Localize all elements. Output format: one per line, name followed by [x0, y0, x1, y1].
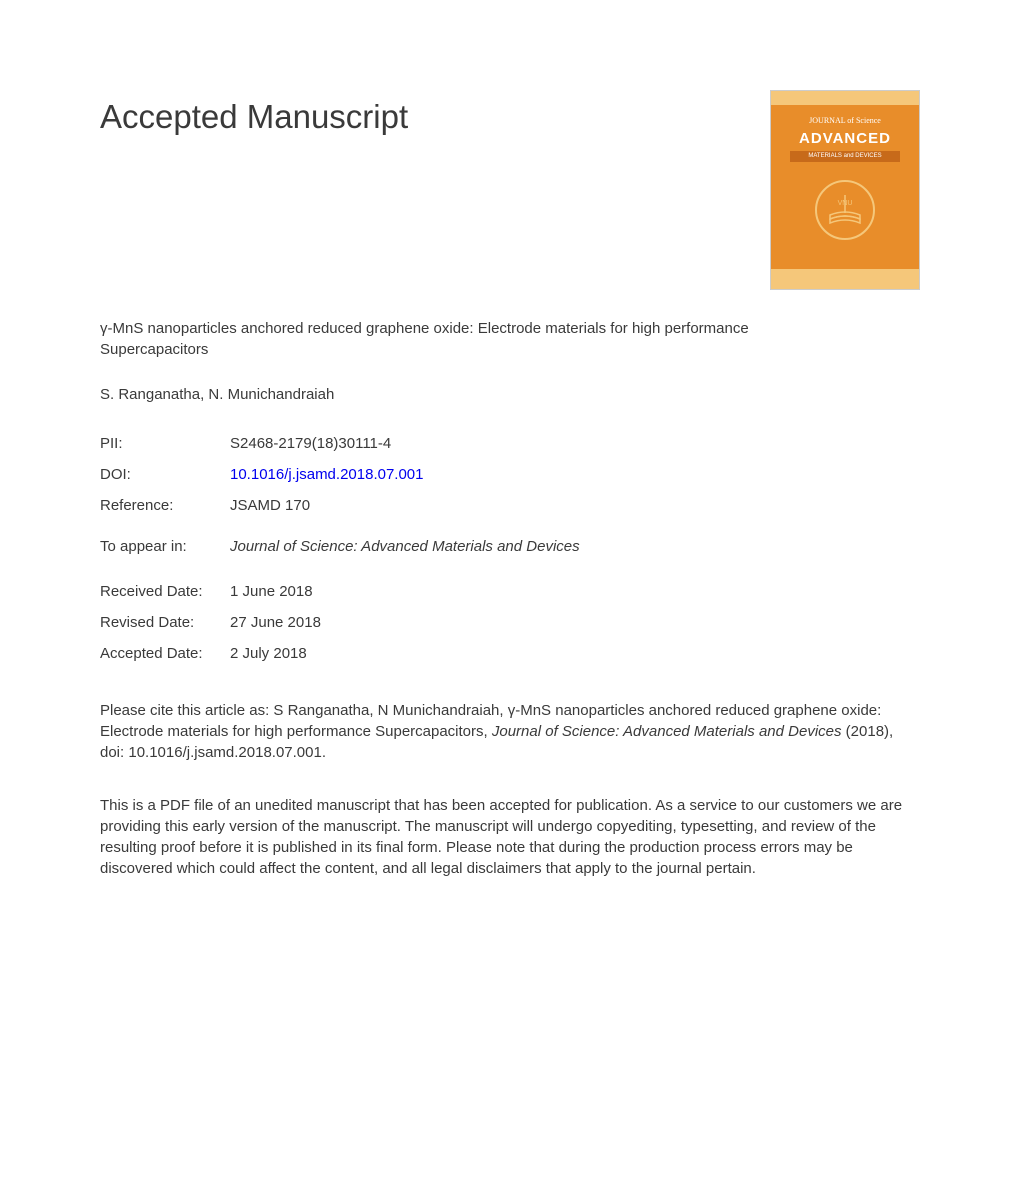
- pii-label: PII:: [100, 433, 230, 454]
- doi-row: DOI: 10.1016/j.jsamd.2018.07.001: [100, 464, 920, 485]
- page-title: Accepted Manuscript: [100, 94, 408, 140]
- doi-link[interactable]: 10.1016/j.jsamd.2018.07.001: [230, 464, 423, 485]
- accepted-date-label: Accepted Date:: [100, 643, 230, 664]
- received-date-row: Received Date: 1 June 2018: [100, 581, 920, 602]
- to-appear-row: To appear in: Journal of Science: Advanc…: [100, 536, 920, 557]
- to-appear-value: Journal of Science: Advanced Materials a…: [230, 536, 580, 557]
- cover-journal-label: JOURNAL of Science: [771, 115, 919, 126]
- dates-table: Received Date: 1 June 2018 Revised Date:…: [100, 581, 920, 664]
- pii-row: PII: S2468-2179(18)30111-4: [100, 433, 920, 454]
- cover-subtitle: MATERIALS and DEVICES: [790, 151, 900, 161]
- citation-journal: Journal of Science: Advanced Materials a…: [492, 723, 842, 740]
- accepted-date-row: Accepted Date: 2 July 2018: [100, 643, 920, 664]
- metadata-table: PII: S2468-2179(18)30111-4 DOI: 10.1016/…: [100, 433, 920, 516]
- reference-row: Reference: JSAMD 170: [100, 495, 920, 516]
- received-date-label: Received Date:: [100, 581, 230, 602]
- article-title: γ-MnS nanoparticles anchored reduced gra…: [100, 318, 780, 360]
- cover-title-advanced: ADVANCED: [771, 128, 919, 149]
- cover-bottom-bar: [771, 269, 919, 289]
- revised-date-row: Revised Date: 27 June 2018: [100, 612, 920, 633]
- authors: S. Ranganatha, N. Munichandraiah: [100, 384, 920, 405]
- citation-block: Please cite this article as: S Ranganath…: [100, 700, 920, 763]
- accepted-date-value: 2 July 2018: [230, 643, 307, 664]
- disclaimer-text: This is a PDF file of an unedited manusc…: [100, 795, 920, 879]
- emblem-text: VNU: [838, 200, 853, 207]
- reference-value: JSAMD 170: [230, 495, 310, 516]
- journal-cover-thumbnail: JOURNAL of Science ADVANCED MATERIALS an…: [770, 90, 920, 290]
- received-date-value: 1 June 2018: [230, 581, 313, 602]
- book-emblem-icon: VNU: [820, 185, 870, 235]
- revised-date-value: 27 June 2018: [230, 612, 321, 633]
- cover-emblem: VNU: [815, 180, 875, 240]
- doi-label: DOI:: [100, 464, 230, 485]
- header-row: Accepted Manuscript JOURNAL of Science A…: [100, 90, 920, 290]
- cover-top-bar: [771, 91, 919, 105]
- to-appear-label: To appear in:: [100, 536, 230, 557]
- pii-value: S2468-2179(18)30111-4: [230, 433, 391, 454]
- reference-label: Reference:: [100, 495, 230, 516]
- revised-date-label: Revised Date:: [100, 612, 230, 633]
